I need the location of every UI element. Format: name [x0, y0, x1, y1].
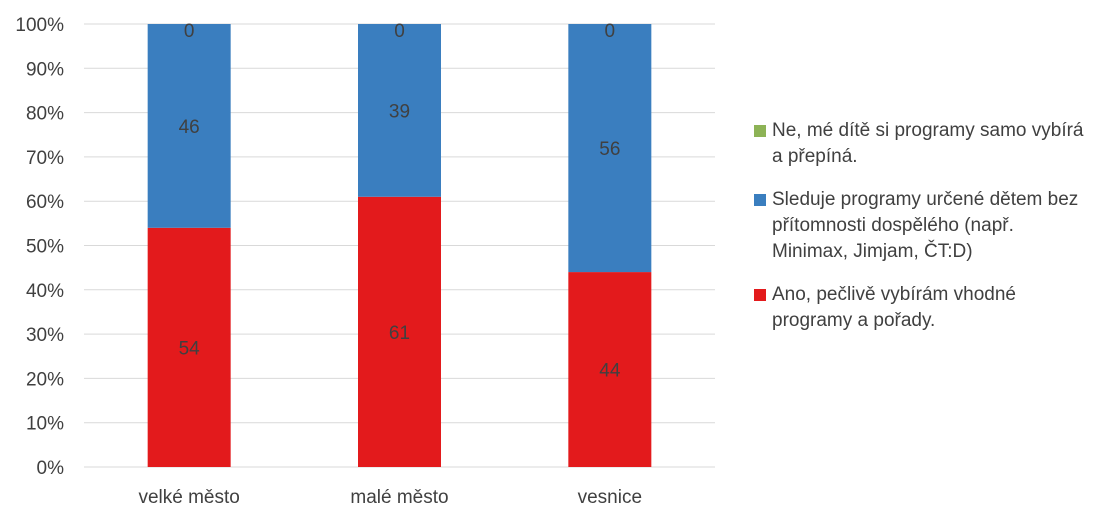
legend-item: Ano, pečlivě vybírám vhodné programy a p… [752, 282, 1092, 334]
data-label: 46 [179, 117, 200, 138]
bar-segment [358, 24, 441, 197]
data-label: 44 [599, 361, 621, 382]
y-tick-label: 30% [26, 325, 64, 346]
y-tick-label: 0% [37, 458, 65, 479]
data-label: 39 [389, 101, 410, 122]
x-tick-label: velké město [138, 487, 239, 507]
bar-segment [568, 272, 652, 467]
data-label: 61 [389, 323, 410, 344]
legend-label: Sleduje programy určené dětem bez přítom… [772, 189, 1079, 262]
data-label: 0 [184, 21, 195, 42]
data-label: 56 [599, 139, 620, 160]
data-label: 0 [394, 21, 405, 42]
legend: Ne, mé dítě si programy samo vybírá a př… [752, 118, 1092, 334]
legend-swatch [754, 194, 766, 206]
legend-swatch [754, 289, 766, 301]
bar-segment [147, 24, 231, 228]
bar-segment [568, 24, 652, 273]
legend-label: Ne, mé dítě si programy samo vybírá a př… [772, 120, 1084, 167]
y-tick-label: 60% [26, 192, 64, 213]
y-tick-label: 10% [26, 414, 64, 435]
bar-segment [147, 227, 231, 467]
y-tick-label: 40% [26, 281, 64, 302]
x-tick-label: malé město [350, 487, 448, 507]
data-label: 0 [605, 21, 616, 42]
y-tick-label: 90% [26, 59, 64, 80]
y-tick-label: 20% [26, 369, 64, 390]
legend-label: Ano, pečlivě vybírám vhodné programy a p… [772, 284, 1016, 331]
x-tick-label: vesnice [578, 487, 642, 507]
legend-swatch [754, 125, 766, 137]
y-tick-label: 100% [15, 15, 64, 36]
y-tick-label: 80% [26, 104, 64, 125]
legend-item: Ne, mé dítě si programy samo vybírá a př… [752, 118, 1092, 170]
y-tick-label: 50% [26, 237, 64, 258]
y-tick-label: 70% [26, 148, 64, 169]
legend-item: Sleduje programy určené dětem bez přítom… [752, 187, 1092, 265]
data-label: 54 [179, 338, 201, 359]
bar-segment [358, 196, 441, 467]
